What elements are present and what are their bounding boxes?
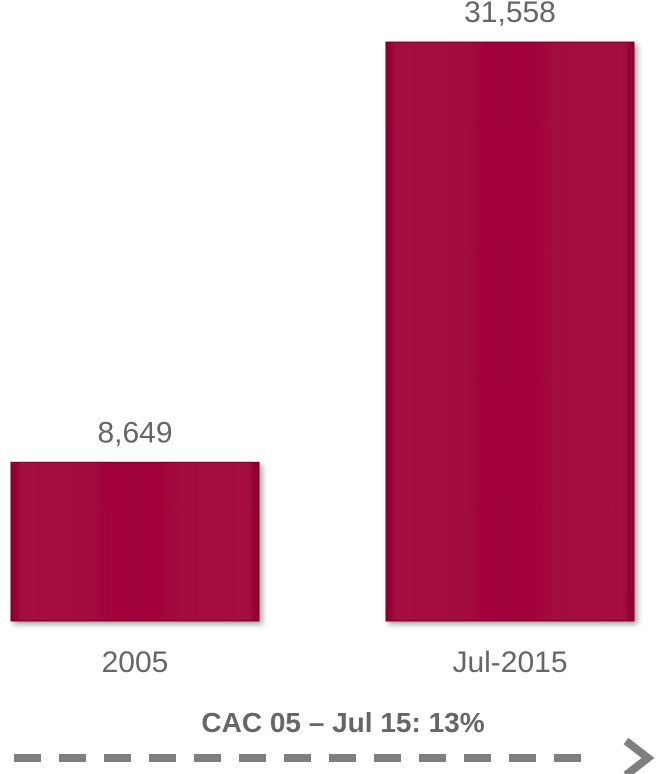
- dashed-arrow: [14, 737, 655, 774]
- category-label-1: Jul-2015: [452, 646, 567, 679]
- arrow-dash-3: [149, 754, 176, 762]
- arrow-head-icon: [623, 737, 655, 774]
- value-label-0: 8,649: [97, 416, 172, 449]
- value-label-group: 8,649 31,558: [97, 0, 555, 449]
- arrow-dash-0: [14, 754, 41, 762]
- bar-1: [385, 41, 635, 622]
- bar-0: [10, 461, 260, 622]
- arrow-dash-5: [239, 754, 266, 762]
- category-label-0: 2005: [102, 646, 169, 679]
- bar-group: [10, 41, 635, 622]
- arrow-dash-8: [374, 754, 401, 762]
- value-label-1: 31,558: [464, 0, 556, 29]
- arrow-dash-9: [419, 754, 446, 762]
- arrow-dash-11: [509, 754, 536, 762]
- arrow-dash-6: [284, 754, 311, 762]
- arrow-dash-2: [104, 754, 131, 762]
- arrow-dash-12: [554, 754, 581, 762]
- arrow-dash-1: [59, 754, 86, 762]
- arrow-dash-4: [194, 754, 221, 762]
- arrow-dash-10: [464, 754, 491, 762]
- arrow-dash-7: [329, 754, 356, 762]
- cagr-annotation: CAC 05 – Jul 15: 13%: [201, 707, 484, 738]
- category-label-group: 2005 Jul-2015: [102, 646, 568, 679]
